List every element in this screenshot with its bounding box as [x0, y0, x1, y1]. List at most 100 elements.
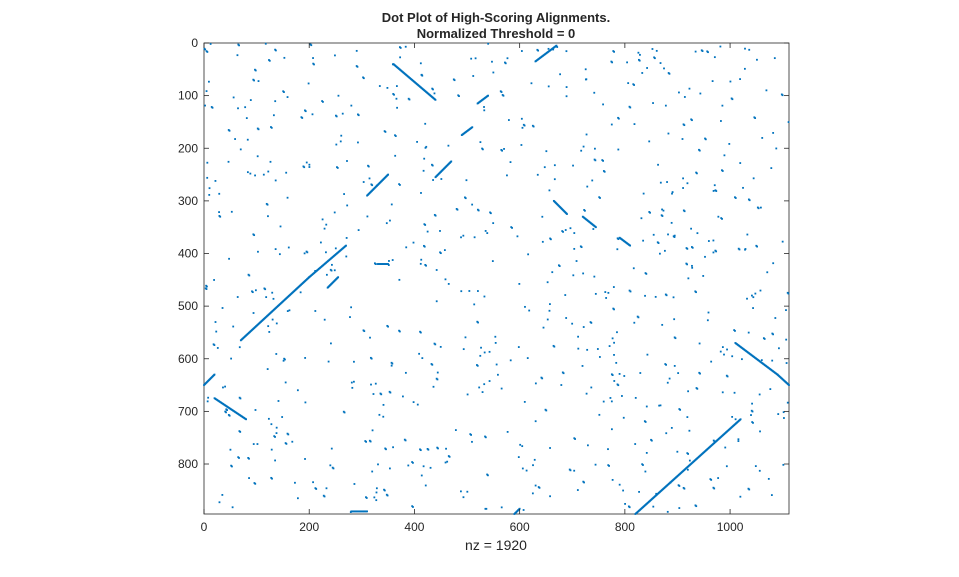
- scatter-dot: [663, 249, 666, 252]
- scatter-dot: [638, 490, 640, 493]
- scatter-dot: [299, 291, 302, 294]
- scatter-dot: [667, 132, 670, 135]
- scatter-dot: [665, 432, 668, 435]
- scatter-dot: [661, 208, 663, 211]
- scatter-dot: [345, 255, 348, 258]
- alignment-dot: [739, 418, 742, 421]
- scatter-dot: [390, 203, 393, 206]
- scatter-dot: [468, 290, 471, 292]
- scatter-dot: [699, 92, 702, 95]
- scatter-dot: [497, 373, 499, 376]
- scatter-dot: [743, 67, 746, 70]
- scatter-dot: [628, 506, 631, 509]
- scatter-dot: [254, 409, 257, 411]
- scatter-dot: [520, 117, 523, 120]
- alignment-dot: [566, 213, 568, 215]
- scatter-dot: [479, 141, 482, 144]
- scatter-dot: [634, 443, 637, 445]
- scatter-dot: [546, 318, 549, 321]
- scatter-dot: [527, 253, 530, 256]
- scatter-dot: [607, 291, 610, 294]
- scatter-dot: [628, 289, 631, 292]
- y-tick-label: 600: [178, 352, 198, 366]
- scatter-dot: [432, 88, 434, 91]
- scatter-dot: [254, 289, 257, 292]
- scatter-dot: [453, 79, 456, 82]
- scatter-dot: [587, 444, 589, 447]
- scatter-dot: [419, 449, 422, 452]
- scatter-dot: [564, 294, 567, 296]
- scatter-dot: [287, 433, 290, 436]
- scatter-dot: [491, 60, 493, 63]
- scatter-dot: [270, 423, 273, 426]
- scatter-dot: [565, 95, 568, 98]
- scatter-dot: [548, 189, 551, 192]
- scatter-dot: [521, 126, 524, 129]
- scatter-dot: [444, 278, 447, 281]
- scatter-dot: [267, 170, 270, 173]
- scatter-dot: [484, 230, 487, 232]
- scatter-dot: [683, 124, 686, 127]
- scatter-dot: [712, 239, 715, 242]
- plot-area: [203, 42, 790, 515]
- scatter-dot: [707, 51, 709, 54]
- scatter-dot: [713, 184, 716, 187]
- scatter-dot: [688, 87, 691, 90]
- alignment-dot: [450, 160, 453, 163]
- scatter-dot: [639, 372, 642, 374]
- scatter-dot: [550, 238, 552, 241]
- scatter-dot: [782, 463, 785, 466]
- scatter-dot: [704, 138, 707, 141]
- scatter-dot: [683, 210, 686, 213]
- y-tick-label: 800: [178, 457, 198, 471]
- scatter-dot: [778, 347, 780, 350]
- scatter-dot: [286, 96, 289, 98]
- scatter-dot: [228, 257, 230, 260]
- scatter-dot: [228, 414, 231, 417]
- scatter-dot: [632, 267, 635, 270]
- scatter-dot: [495, 363, 498, 366]
- scatter-dot: [371, 429, 374, 432]
- scatter-dot: [666, 510, 669, 513]
- scatter-dot: [231, 465, 233, 468]
- scatter-dot: [208, 187, 211, 190]
- data-marks: [203, 42, 790, 515]
- scatter-dot: [556, 46, 559, 48]
- scatter-dot: [477, 321, 479, 324]
- scatter-dot: [285, 442, 288, 445]
- scatter-dot: [335, 143, 338, 146]
- x-tick-label: 0: [201, 520, 208, 534]
- scatter-dot: [737, 438, 740, 441]
- scatter-dot: [526, 357, 529, 359]
- scatter-dot: [274, 436, 276, 438]
- scatter-dot: [275, 426, 278, 429]
- scatter-dot: [416, 140, 418, 143]
- scatter-dot: [573, 232, 576, 234]
- scatter-dot: [551, 271, 554, 274]
- scatter-dot: [695, 291, 697, 294]
- scatter-dot: [477, 290, 479, 292]
- scatter-dot: [304, 401, 307, 404]
- scatter-dot: [285, 171, 288, 174]
- scatter-dot: [756, 58, 758, 61]
- scatter-dot: [523, 400, 526, 403]
- scatter-dot: [585, 133, 588, 136]
- scatter-dot: [710, 360, 713, 363]
- scatter-dot: [267, 417, 270, 420]
- scatter-dot: [206, 161, 209, 164]
- scatter-dot: [737, 440, 740, 442]
- scatter-dot: [389, 219, 391, 222]
- scatter-dot: [758, 469, 761, 472]
- scatter-dot: [516, 235, 519, 238]
- scatter-dot: [638, 59, 641, 62]
- scatter-dot: [584, 68, 587, 71]
- scatter-dot: [307, 82, 310, 85]
- scatter-dot: [585, 392, 588, 395]
- scatter-dot: [673, 236, 676, 238]
- scatter-dot: [489, 212, 492, 215]
- scatter-dot: [336, 167, 339, 169]
- scatter-dot: [494, 335, 497, 338]
- scatter-dot: [687, 277, 690, 280]
- scatter-dot: [541, 215, 544, 218]
- scatter-dot: [644, 421, 647, 423]
